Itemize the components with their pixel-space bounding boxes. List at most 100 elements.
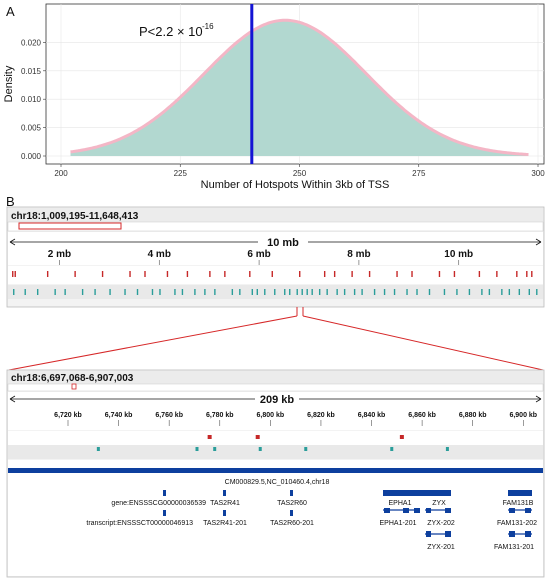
transcript-glyph-enssscg [163,510,166,516]
overview-teal-mark [428,289,431,295]
density-area [70,20,529,157]
connector-left-line [8,315,298,371]
x-tick-label: 275 [412,169,426,178]
transcript-exon-zyx-202-b [445,508,451,513]
p-value-annotation: P<2.2 × 10 -16 [139,22,214,39]
overview-ruler-ticks: 2 mb 4 mb 6 mb 8 mb 10 mb [48,249,473,265]
overview-red-mark [478,271,481,277]
overview-teal-mark [353,289,356,295]
gene-label: gene:ENSSSCG00000036539 [111,500,206,507]
transcript-label: FAM131-201 [494,544,534,551]
overview-teal-mark [301,289,303,295]
zoom-red-track [207,435,404,439]
transcript-label: EPHA1-201 [380,520,417,527]
transcript-exon-zyx-202-a [426,508,431,513]
overview-red-mark [166,271,169,277]
transcript-label: ZYX-201 [427,544,455,551]
overview-teal-track-bg [8,285,543,299]
zoom-tick-label: 6,820 kb [307,412,335,419]
overview-teal-mark [468,289,471,295]
density-outline [70,18,529,156]
zoom-locus[interactable]: chr18:6,697,068-6,907,003 [11,373,134,384]
overview-teal-mark [274,289,276,295]
transcript-label: ZYX-202 [427,520,455,527]
overview-teal-mark [361,289,363,295]
panel-a-letter: A [6,4,15,19]
overview-teal-mark [481,289,483,295]
zoom-red-track-bg [8,431,543,445]
zoom-teal-mark [304,447,308,451]
overview-red-mark [351,271,353,277]
overview-red-mark [333,271,336,277]
overview-tick-label: 4 mb [148,249,171,260]
overview-tick-label: 8 mb [347,249,370,260]
transcript-label: FAM131-202 [497,520,537,527]
zoom-teal-track-bg [8,445,543,459]
overview-teal-mark [174,289,176,295]
overview-teal-mark [181,289,184,295]
zoom-teal-mark [195,447,199,451]
overview-teal-mark [94,289,96,295]
gene-label: TAS2R41 [210,500,240,507]
overview-teal-mark [306,289,308,295]
overview-teal-track [13,289,538,295]
transcript-label: TAS2R60-201 [270,520,314,527]
panel-b-letter: B [6,194,15,209]
overview-locus[interactable]: chr18:1,009,195-11,648,413 [11,211,139,222]
overview-red-mark [209,271,211,277]
gene-glyph-tas2r41 [223,490,226,496]
overview-red-mark [411,271,413,277]
overview-teal-mark [159,289,161,295]
zoom-teal-mark [445,447,449,451]
x-tick-label: 300 [531,169,545,178]
zoom-teal-track [96,447,449,451]
overview-teal-mark [251,289,254,295]
overview-teal-mark [508,289,511,295]
gene-label: FAM131B [503,500,534,507]
overview-red-mark [299,271,301,277]
transcript-exon-fam131-202-a [509,508,515,513]
transcript-exon-epha1-c [414,508,420,513]
zoom-teal-mark [258,447,262,451]
overview-region-box [18,222,122,230]
zoom-tick-label: 6,880 kb [459,412,487,419]
y-axis-ticks: 0.000 0.005 0.010 0.015 0.020 [21,38,46,161]
overview-span-bg [258,234,308,248]
zoom-ideogram [7,383,544,392]
overview-teal-mark [343,289,346,295]
overview-red-mark [438,271,441,277]
overview-teal-mark [204,289,206,295]
contig-label: CM000829.5,NC_010460.4,chr18 [225,479,330,486]
zoom-span-arrows [9,395,542,403]
overview-teal-mark [311,289,313,295]
zoom-red-mark [399,435,404,439]
overview-teal-mark [443,289,446,295]
overview-red-mark [496,271,498,277]
zoom-tick-label: 6,760 kb [155,412,183,419]
transcript-exon-fam131-201-b [525,531,531,537]
overview-teal-mark [81,289,84,295]
gene-glyph-epha1-zyx [383,490,451,496]
zoom-locus-bar [8,371,543,384]
zoom-ruler-ticks: 6,720 kb 6,740 kb 6,760 kb 6,780 kb 6,800 kb… [54,412,537,426]
overview-red-mark [323,271,326,277]
overview-teal-mark [383,289,386,295]
overview-red-mark [526,271,528,277]
overview-teal-mark [194,289,196,295]
gene-label: ZYX [432,500,446,507]
gene-label: EPHA1 [389,500,412,507]
overview-red-mark [46,271,49,277]
overview-teal-mark [296,289,298,295]
transcript-exon-zyx-201-a [426,531,431,537]
overview-teal-mark [336,289,338,295]
transcript-exon-fam131-202-b [525,508,531,513]
zoom-tick-label: 6,800 kb [257,412,285,419]
overview-red-mark [396,271,398,277]
overview-red-mark [101,271,104,277]
y-tick-label: 0.015 [21,67,42,76]
overview-red-track-bg [8,266,543,284]
y-tick-label: 0.005 [21,124,42,133]
overview-teal-mark [151,289,154,295]
zoom-span-bg [255,392,299,405]
